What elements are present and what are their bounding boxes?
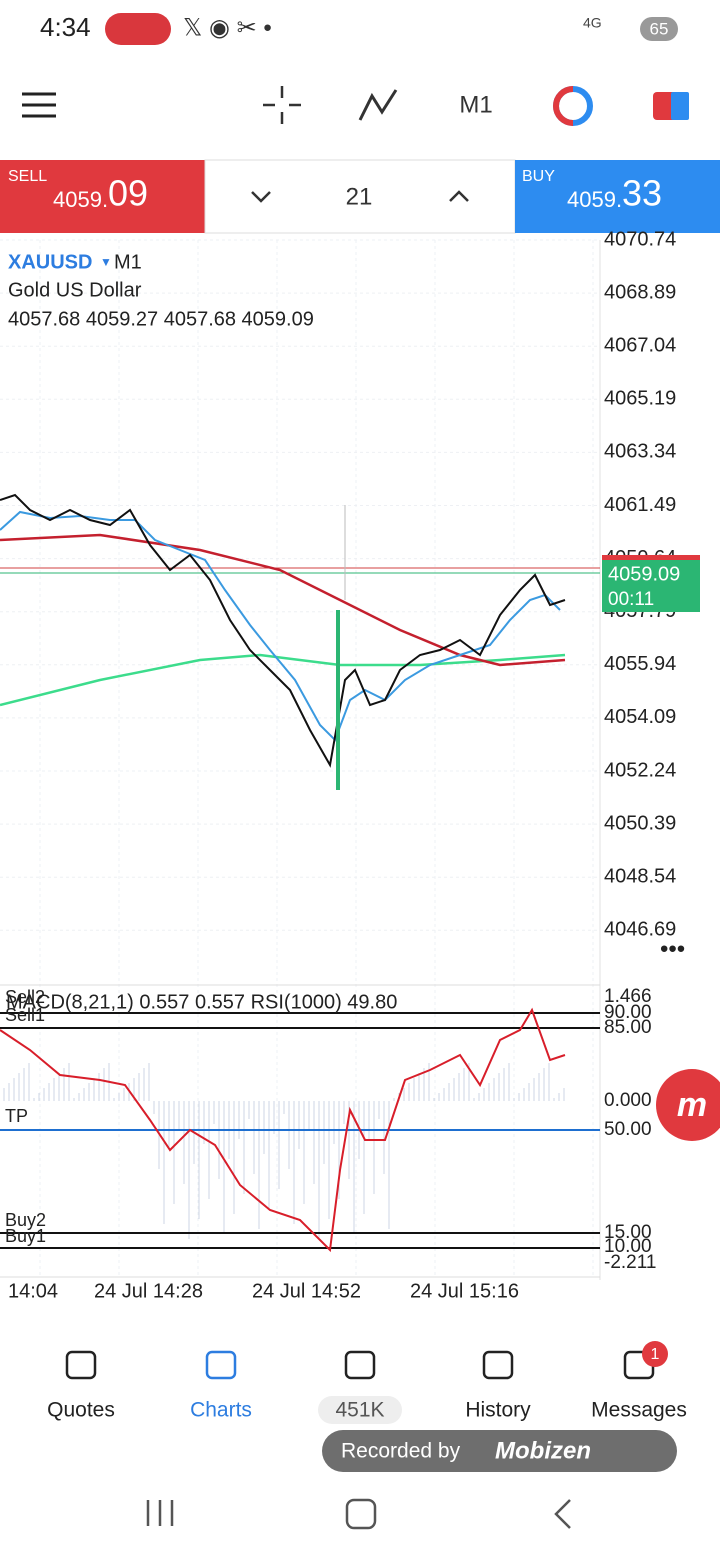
indicator-axis-label: 90.00 <box>604 1002 652 1023</box>
indicators-button[interactable] <box>358 89 398 121</box>
symbol[interactable]: XAUUSD <box>8 251 92 273</box>
sell-price-main: 4059. <box>53 187 108 212</box>
crosshair-button[interactable] <box>263 86 301 124</box>
indicator-axis-label: 0.000 <box>604 1090 652 1111</box>
buy-button[interactable] <box>515 160 720 233</box>
nav-icon <box>65 1350 97 1380</box>
price-label: 4048.54 <box>604 865 676 887</box>
nav-icon <box>205 1350 237 1380</box>
indicator-axis-label: -2.211 <box>604 1252 656 1273</box>
rsi-line <box>0 1007 566 1253</box>
recorder-bubble[interactable] <box>656 1069 720 1141</box>
status-network: 4G <box>583 15 602 31</box>
more-dots[interactable]: ••• <box>660 935 685 962</box>
level-label: Buy1 <box>5 1226 46 1246</box>
buy-price-big: 33 <box>622 173 662 214</box>
battery <box>640 17 678 41</box>
recorder-bubble-icon: m <box>677 1086 707 1124</box>
time-label: 24 Jul 14:28 <box>94 1280 203 1302</box>
price-label: 4068.89 <box>604 281 676 303</box>
nav-icon <box>482 1350 514 1380</box>
bottom-nav: Quotes Charts 451K History Messages <box>47 1350 687 1424</box>
current-price: 4059.09 <box>608 563 680 585</box>
status-time: 4:34 <box>40 12 91 42</box>
chart-timeframe: M1 <box>114 251 142 273</box>
price-label: 4063.34 <box>604 441 676 463</box>
price-label: 4046.69 <box>604 919 676 941</box>
ma-green <box>0 653 566 707</box>
time-label: 24 Jul 15:16 <box>410 1280 519 1302</box>
indicator-axis-label: 85.00 <box>604 1017 652 1038</box>
one-click-half <box>671 92 689 120</box>
price-label: 4061.49 <box>604 494 676 516</box>
buy-label: BUY <box>522 168 555 185</box>
lot-decrease[interactable] <box>251 191 271 203</box>
ohlc: 4057.68 4059.27 4057.68 4059.09 <box>8 308 314 330</box>
time-label: 24 Jul 14:52 <box>252 1280 361 1302</box>
nav-label[interactable]: 451K <box>335 1399 384 1422</box>
histogram <box>3 1063 565 1239</box>
record-icon <box>105 13 171 45</box>
status-icons: 𝕏 ◉ ✂ • <box>183 14 272 41</box>
nav-label[interactable]: History <box>465 1399 531 1422</box>
price-label: 4070.74 <box>604 228 676 250</box>
price-axis: 4070.74 4068.89 4067.04 4065.19 4063.34 4061.… <box>604 228 676 940</box>
nav-icon <box>344 1350 376 1380</box>
level-label: Sell2 <box>5 987 45 1007</box>
price-label: 4055.94 <box>604 653 676 675</box>
buy-price-main: 4059. <box>567 187 622 212</box>
sell-price-big: 09 <box>108 173 148 214</box>
recorder-text: Recorded by <box>341 1440 461 1463</box>
sell-label: SELL <box>8 168 47 185</box>
nav-label[interactable]: Charts <box>190 1399 252 1422</box>
recorder-brand: Mobizen <box>495 1437 591 1464</box>
price-tag <box>602 560 700 612</box>
price-label: 4050.39 <box>604 812 676 834</box>
ma-blue <box>0 510 561 742</box>
menu-button[interactable] <box>22 92 56 118</box>
countdown: 00:11 <box>608 589 654 610</box>
indicator-axis-label: 15.00 <box>604 1222 652 1243</box>
indicator-axis-label: 50.00 <box>604 1119 652 1140</box>
price-line <box>0 493 566 768</box>
timeframe-button[interactable]: M1 <box>459 91 492 118</box>
price-label: 4052.24 <box>604 759 676 781</box>
price-label: 4067.04 <box>604 334 676 356</box>
sell-button[interactable] <box>0 160 205 233</box>
nav-pill <box>318 1396 402 1424</box>
ma-red <box>0 533 566 667</box>
lot-increase[interactable] <box>449 190 469 202</box>
price-label: 4065.19 <box>604 388 676 410</box>
battery-level: 65 <box>650 19 669 38</box>
time-axis: 14:04 24 Jul 14:28 24 Jul 14:52 24 Jul 15:1… <box>8 1280 519 1302</box>
badge <box>642 1341 668 1367</box>
symbol-dropdown[interactable]: ▼ <box>100 255 112 269</box>
nav-label[interactable]: Messages <box>591 1399 687 1422</box>
time-label: 14:04 <box>8 1280 58 1302</box>
recorder-banner <box>322 1430 677 1472</box>
level-label: Buy2 <box>5 1210 46 1230</box>
price-label: 4054.09 <box>604 706 676 728</box>
indicator-axis-label: 10.00 <box>604 1236 652 1257</box>
badge-count: 1 <box>651 1346 660 1363</box>
system-nav <box>146 1498 571 1530</box>
indicator-axis-label: 1.466 <box>604 986 652 1007</box>
trade-button-half <box>553 86 574 126</box>
indicator-header: MACD(8,21,1) 0.557 0.557 RSI(1000) 49.80 <box>6 991 397 1013</box>
level-label: TP <box>5 1106 28 1126</box>
chart-grid <box>0 239 600 1275</box>
level-label: Sell1 <box>5 1005 45 1025</box>
lot-value[interactable]: 21 <box>346 183 373 210</box>
nav-label[interactable]: Quotes <box>47 1399 115 1422</box>
symbol-description: Gold US Dollar <box>8 279 142 301</box>
